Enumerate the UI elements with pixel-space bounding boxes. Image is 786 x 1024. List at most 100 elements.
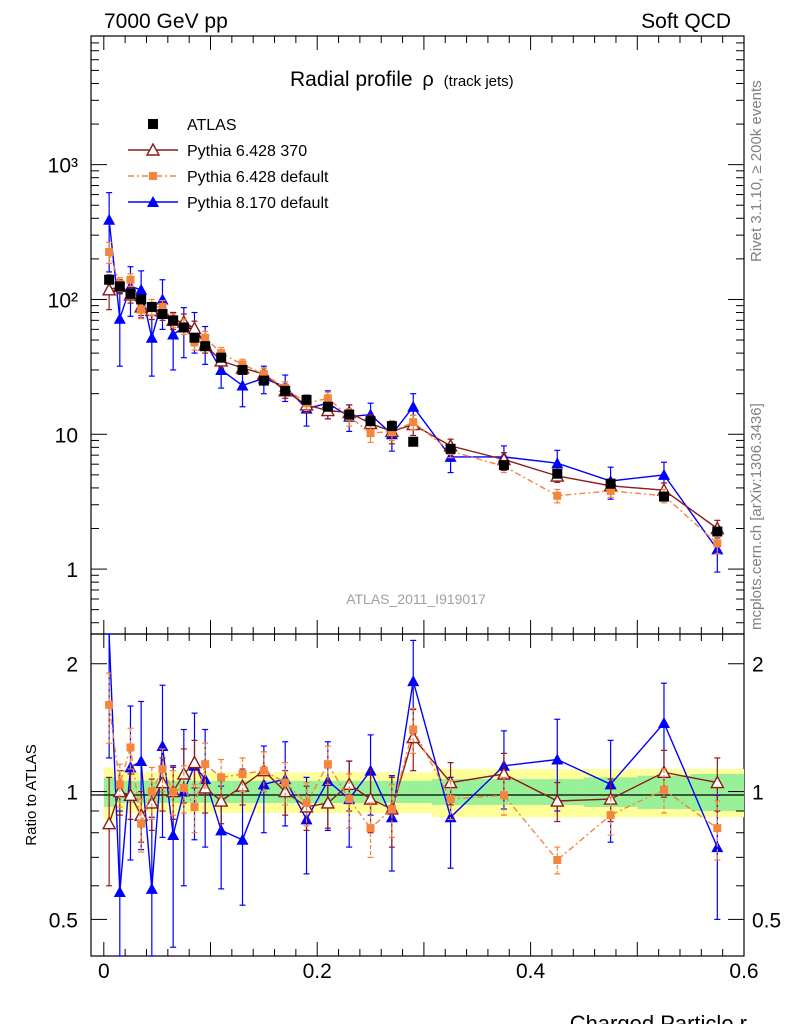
data-point [113, 312, 126, 324]
ratio-point [713, 824, 722, 833]
data-point [114, 281, 125, 292]
data-point [157, 309, 168, 320]
data-point [551, 457, 564, 469]
data-point [301, 394, 312, 405]
y-tick-label-right: 0.5 [752, 909, 781, 932]
y-tick-label: 10³ [48, 155, 78, 178]
ratio-point [553, 856, 562, 865]
data-point [658, 491, 669, 502]
y-tick-label: 2 [66, 654, 78, 677]
ratio-point [213, 793, 229, 807]
ratio-point [499, 791, 508, 800]
data-point [158, 302, 167, 311]
legend: ATLAS Pythia 6.428 370 Pythia 6.428 defaul… [128, 117, 329, 212]
data-point [553, 491, 562, 500]
main-axis-ticks [91, 35, 745, 634]
data-point [146, 301, 157, 312]
ratio-point [215, 824, 228, 836]
data-point [322, 401, 333, 412]
data-point [408, 436, 419, 447]
y-tick-label: 1 [66, 559, 78, 582]
legend-marker [149, 172, 157, 180]
ratio-axis-ticks [91, 634, 745, 956]
data-point [323, 394, 332, 403]
ratio-point [606, 811, 615, 820]
ratio-point [201, 760, 210, 769]
legend-label: Pythia 8.170 default [187, 195, 329, 212]
ratio-point [156, 740, 169, 752]
legend-marker [147, 196, 159, 207]
data-point [104, 274, 115, 285]
main-y-tick-labels: 1 10 10² 10³ [48, 155, 78, 582]
ratio-point [179, 783, 188, 792]
data-point [126, 275, 135, 284]
ratio-series-layer [101, 633, 725, 957]
ratio-point [101, 816, 117, 830]
data-point [215, 363, 228, 375]
data-point [103, 213, 116, 225]
data-point [407, 400, 420, 412]
ratio-point [320, 795, 336, 809]
y-tick-label: 10 [55, 424, 78, 447]
data-point [238, 360, 247, 369]
ratio-point [126, 743, 135, 752]
data-point [713, 539, 722, 548]
series-line [108, 219, 718, 550]
data-point [200, 341, 211, 352]
data-point [280, 385, 291, 396]
data-point [344, 409, 355, 420]
chart-title-suffix: (track jets) [444, 73, 514, 90]
data-point [156, 293, 169, 305]
ratio-point [144, 795, 159, 809]
legend-label: Pythia 6.428 370 [187, 143, 307, 160]
data-point [187, 320, 202, 335]
header-left: 7000 GeV pp [104, 10, 228, 33]
ratio-point [259, 766, 268, 775]
ratio-point [217, 773, 226, 782]
data-point [657, 468, 670, 480]
data-point [606, 486, 615, 495]
band-inner [402, 780, 432, 803]
ratio-point [137, 819, 146, 828]
reference-label: ATLAS_2011_I919017 [346, 591, 486, 607]
ratio-point [190, 802, 199, 811]
x-tick-label: 0.6 [729, 960, 758, 983]
ratio-point [345, 795, 354, 804]
y-tick-label: 0.5 [49, 909, 78, 932]
ratio-point [187, 755, 202, 769]
y-tick-label-right: 1 [752, 782, 764, 805]
data-point [136, 294, 147, 305]
chart-title-text: Radial profile [290, 68, 413, 91]
y-tick-label: 10² [48, 289, 78, 312]
data-point [105, 247, 114, 256]
legend-marker [148, 119, 158, 129]
ratio-point [659, 785, 668, 794]
series-0 [104, 274, 723, 537]
data-point [259, 369, 268, 378]
data-point [258, 375, 269, 386]
data-point [236, 379, 249, 391]
data-point [201, 333, 210, 342]
main-series-layer [101, 192, 725, 573]
data-point [365, 416, 376, 427]
ratio-point [105, 700, 114, 709]
data-point [712, 526, 723, 537]
data-point [125, 288, 136, 299]
ratio-point [158, 765, 167, 774]
data-point [101, 282, 117, 296]
ratio-y-axis-label: Ratio to ATLAS [23, 744, 40, 845]
data-point [387, 427, 396, 436]
rivet-label: Rivet 3.1.10, ≥ 200k events [748, 80, 765, 262]
data-point [145, 331, 158, 343]
ratio-point [323, 760, 332, 769]
x-tick-labels: 0 0.2 0.4 0.6 [98, 960, 759, 983]
ratio-point [657, 717, 670, 729]
ratio-point [236, 833, 249, 845]
ratio-y-tick-labels: 0.5 0.5 1 1 2 2 [49, 654, 781, 933]
ratio-series-1 [105, 672, 722, 875]
ratio-point [115, 780, 124, 789]
data-point [168, 315, 179, 326]
ratio-point [135, 755, 148, 767]
x-tick-label: 0.4 [516, 960, 546, 983]
